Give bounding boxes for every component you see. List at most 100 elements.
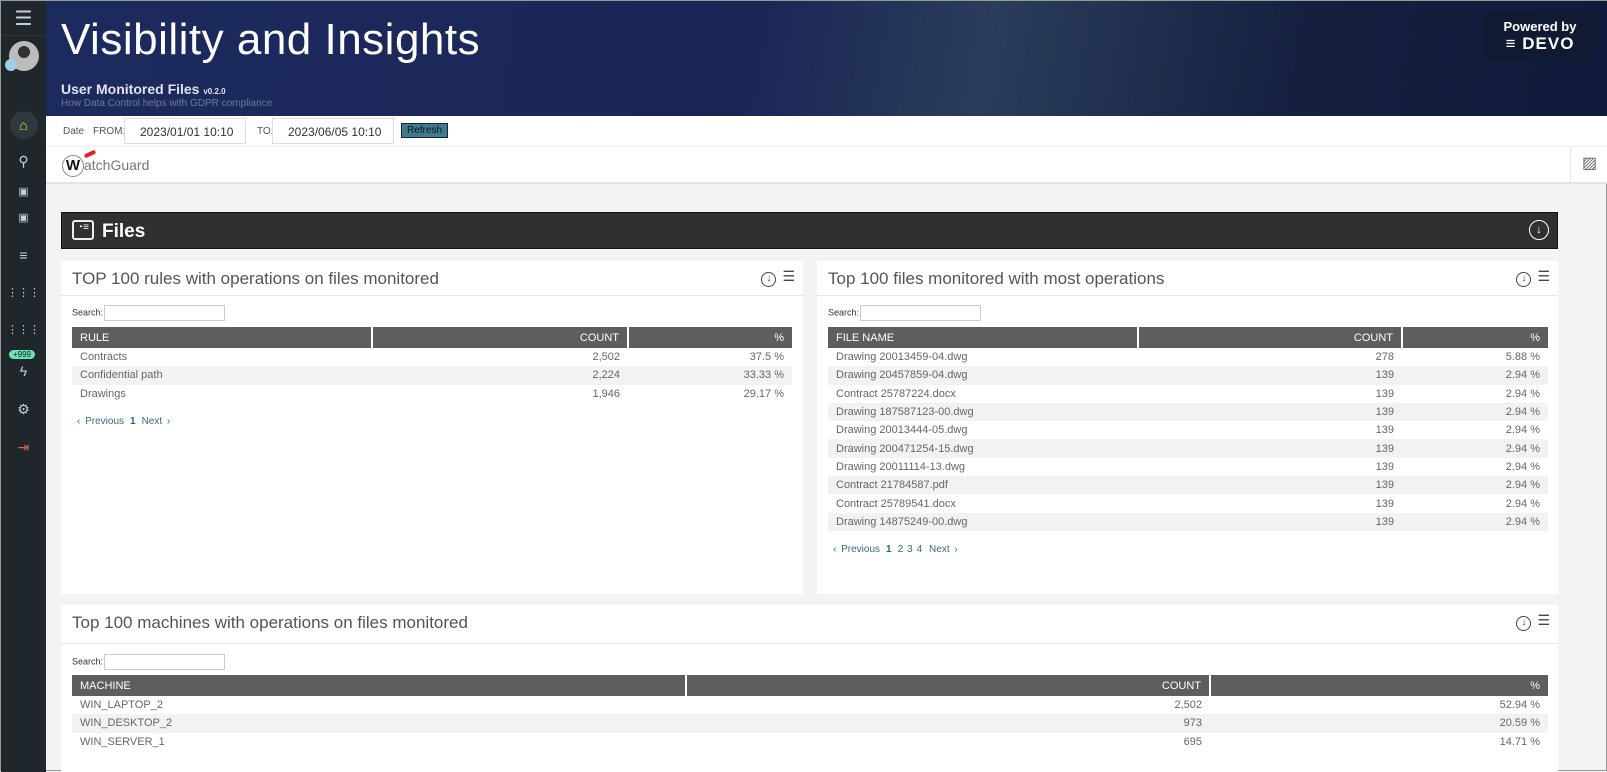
cell-count: 139 <box>1375 387 1394 400</box>
cell-percent: 2.94 % <box>1402 512 1548 531</box>
alerts-icon[interactable]: ϟ <box>19 363 28 379</box>
logo-text: atchGuard <box>84 157 150 173</box>
table-row: WIN_LAPTOP_2 2,502 52.94 % <box>72 696 1548 714</box>
search-label: Search: <box>828 307 860 318</box>
cell-percent: 5.88 % <box>1505 351 1540 364</box>
page-description: How Data Control helps with GDPR complia… <box>61 98 273 109</box>
column-header-rule[interactable]: RULE <box>72 327 373 348</box>
alerts-badge: +999 <box>9 350 35 359</box>
next-page-link[interactable]: Next <box>929 544 950 555</box>
cell-count: 278 <box>1375 351 1394 364</box>
cell-count: 139 <box>1375 460 1394 473</box>
avatar[interactable] <box>1 41 46 71</box>
download-icon[interactable]: ↓ <box>761 272 777 287</box>
page-link[interactable]: 1 <box>886 544 892 555</box>
table-row: Drawings 1,946 29.17 % <box>72 385 792 403</box>
cell-file-name: Drawing 20457859-04.dwg <box>828 366 1138 385</box>
cell-file-name: Contract 25789541.docx <box>836 497 956 510</box>
cell-count: 2,224 <box>372 366 628 385</box>
column-header-count[interactable]: COUNT <box>686 675 1211 696</box>
column-header-count[interactable]: COUNT <box>1138 327 1403 348</box>
logout-icon[interactable]: ⇥ <box>17 439 30 455</box>
version: v0.2.0 <box>203 87 226 96</box>
panel-title: Top 100 machines with operations on file… <box>72 613 468 632</box>
cell-percent: 2.94 % <box>1402 366 1548 385</box>
page-link[interactable]: 3 <box>907 544 913 555</box>
previous-page-link[interactable]: Previous <box>841 544 881 555</box>
to-date-select[interactable]: 2023/06/05 10:10 ⌄ <box>272 118 394 153</box>
search-input[interactable] <box>104 654 226 670</box>
column-header-percent[interactable]: % <box>1402 327 1548 348</box>
cell-file-name: Drawing 14875249-00.dwg <box>828 512 1138 531</box>
download-icon[interactable]: ↓ <box>1516 616 1532 631</box>
page-link[interactable]: 1 <box>130 416 136 427</box>
cell-machine: WIN_DESKTOP_2 <box>72 714 686 733</box>
download-icon[interactable]: ↓ <box>1529 220 1549 240</box>
cell-percent: 33.33 % <box>628 366 792 385</box>
pagination: ‹ Previous 1 2 3 4 Next › <box>833 544 958 555</box>
pagination: ‹ Previous 1 Next › <box>77 416 171 427</box>
devo-logo: ≡ DEVO <box>1505 34 1575 53</box>
previous-page-link[interactable]: Previous <box>85 416 125 427</box>
cell-machine: WIN_SERVER_1 <box>80 735 165 748</box>
table-row: Contracts 2,502 37.5 % <box>72 348 792 366</box>
search-input[interactable] <box>860 305 982 321</box>
refresh-button[interactable]: Refresh <box>401 123 449 138</box>
to-label: TO: <box>257 126 274 137</box>
home-icon[interactable]: ⌂ <box>1 111 46 139</box>
from-date-select[interactable]: 2023/01/01 10:10 ⌄ <box>124 118 246 153</box>
powered-by-text: Powered by <box>1503 19 1577 34</box>
menu-icon[interactable]: ☰ <box>1537 612 1550 628</box>
machines-panel: Top 100 machines with operations on file… <box>61 605 1558 772</box>
cell-count: 139 <box>1138 476 1402 495</box>
cell-percent: 2.94 % <box>1505 497 1540 510</box>
column-header-percent[interactable]: % <box>1210 675 1548 696</box>
page-link[interactable]: 4 <box>916 544 923 555</box>
search-label: Search: <box>72 656 104 667</box>
dashboards-icon[interactable]: ▣ <box>18 186 29 198</box>
settings-sliders-icon[interactable]: ≡ <box>19 247 28 263</box>
cell-file-name: Drawing 20013459-04.dwg <box>836 351 968 364</box>
cell-count: 139 <box>1375 424 1394 437</box>
column-header-percent[interactable]: % <box>628 327 792 348</box>
cell-count: 139 <box>1138 366 1402 385</box>
cell-file-name: Drawing 20013444-05.dwg <box>836 424 968 437</box>
from-date-value: 2023/01/01 10:10 <box>140 125 234 139</box>
panel-title: Top 100 files monitored with most operat… <box>828 269 1165 288</box>
from-label: FROM: <box>93 126 126 137</box>
cell-count: 139 <box>1138 439 1402 458</box>
apps-alt-icon[interactable]: ⋮⋮⋮ <box>7 324 40 336</box>
column-header-file-name[interactable]: FILE NAME <box>828 327 1139 348</box>
cell-percent: 2.94 % <box>1505 387 1540 400</box>
table-row: WIN_DESKTOP_2 973 20.59 % <box>72 714 1548 733</box>
search-icon[interactable]: ⚲ <box>18 153 29 169</box>
gear-icon[interactable]: ⚙ <box>17 401 30 417</box>
files-panel: Top 100 files monitored with most operat… <box>817 261 1558 594</box>
dashboards-alt-icon[interactable]: ▣ <box>18 212 29 224</box>
date-filter-bar: Date FROM: 2023/01/01 10:10 ⌄ TO: 2023/0… <box>46 116 1607 153</box>
cell-machine: WIN_LAPTOP_2 <box>80 699 163 712</box>
menu-icon[interactable]: ☰ <box>782 268 795 284</box>
column-header-count[interactable]: COUNT <box>372 327 629 348</box>
menu-icon[interactable]: ☰ <box>1537 268 1550 284</box>
apps-icon[interactable]: ⋮⋮⋮ <box>7 287 40 299</box>
cell-file-name: Drawing 200471254-15.dwg <box>828 439 1138 458</box>
table-row: Confidential path 2,224 33.33 % <box>72 366 792 385</box>
subtitle-text: User Monitored Files <box>61 81 200 97</box>
cell-percent: 2.94 % <box>1402 439 1548 458</box>
page-link[interactable]: 2 <box>897 544 904 555</box>
table-row: Drawing 20013444-05.dwg 139 2.94 % <box>828 421 1548 439</box>
cell-percent: 2.94 % <box>1402 476 1548 495</box>
menu-icon[interactable]: ☰ <box>1 6 46 36</box>
table-row: Contract 21784587.pdf 139 2.94 % <box>828 476 1548 495</box>
page-subtitle: User Monitored Files v0.2.0 <box>61 81 226 97</box>
next-page-link[interactable]: Next <box>141 416 163 427</box>
image-icon[interactable]: ▨ <box>1570 147 1607 183</box>
column-header-machine[interactable]: MACHINE <box>72 675 687 696</box>
search-input[interactable] <box>104 305 226 321</box>
download-icon[interactable]: ↓ <box>1516 272 1532 287</box>
cell-count: 973 <box>686 714 1210 733</box>
cell-percent: 14.71 % <box>1499 735 1540 748</box>
to-date-value: 2023/06/05 10:10 <box>288 125 382 139</box>
